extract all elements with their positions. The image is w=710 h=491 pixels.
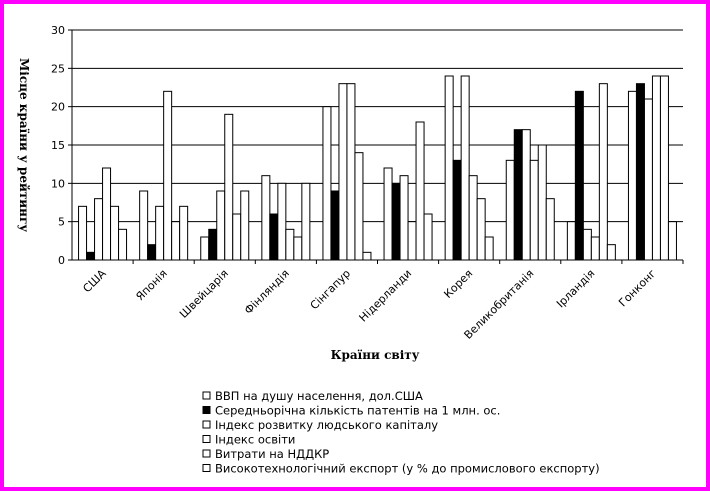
bar bbox=[322, 106, 332, 261]
x-tick-label: Гонконг bbox=[616, 267, 659, 310]
bar bbox=[513, 129, 523, 261]
bar bbox=[627, 90, 637, 261]
bar bbox=[423, 213, 433, 261]
bar bbox=[659, 75, 669, 261]
bar bbox=[232, 213, 242, 261]
bar bbox=[476, 198, 486, 261]
bar bbox=[301, 182, 311, 261]
bar bbox=[261, 175, 271, 261]
legend-swatch bbox=[202, 464, 211, 472]
bar bbox=[635, 83, 645, 261]
bar bbox=[216, 190, 226, 261]
bar bbox=[407, 221, 417, 261]
legend-label: ВВП на душу населення, дол.США bbox=[215, 389, 423, 403]
bar bbox=[667, 221, 677, 261]
y-axis-title: Місце країни у рейтингу bbox=[17, 58, 31, 232]
legend: ВВП на душу населення, дол.СШАСередньорі… bbox=[202, 389, 600, 476]
x-tick-label: Фінляндія bbox=[242, 267, 292, 317]
bar bbox=[118, 228, 128, 261]
bar bbox=[582, 228, 592, 261]
legend-swatch bbox=[202, 449, 211, 458]
bar bbox=[452, 159, 462, 261]
bar bbox=[415, 121, 425, 261]
bar bbox=[338, 83, 348, 261]
bar bbox=[147, 244, 157, 261]
bar bbox=[606, 244, 616, 261]
bar bbox=[590, 236, 600, 261]
x-tick-label: Корея bbox=[441, 267, 475, 301]
x-tick-label: США bbox=[80, 267, 109, 296]
bar bbox=[574, 90, 584, 261]
bar bbox=[269, 213, 279, 261]
bar bbox=[643, 98, 653, 261]
bar bbox=[354, 152, 364, 261]
y-tick-label: 20 bbox=[51, 101, 65, 114]
y-tick-label: 10 bbox=[51, 177, 65, 190]
y-tick-label: 25 bbox=[51, 62, 65, 75]
bar bbox=[444, 75, 454, 261]
bar bbox=[521, 129, 531, 261]
x-tick-label: Швейцарія bbox=[177, 267, 231, 321]
x-tick-label: Японія bbox=[133, 267, 169, 303]
bar bbox=[346, 83, 356, 261]
x-tick-label: Нідерланди bbox=[357, 267, 415, 325]
legend-swatch bbox=[202, 406, 211, 414]
bar bbox=[86, 251, 96, 261]
bar bbox=[460, 75, 470, 261]
y-tick-label: 0 bbox=[58, 254, 65, 267]
bar bbox=[383, 167, 393, 261]
bar bbox=[505, 159, 515, 261]
legend-label: Індекс освіти bbox=[215, 433, 295, 447]
x-tick-label: Ірландія bbox=[554, 267, 597, 310]
bar bbox=[179, 205, 189, 261]
bar bbox=[78, 205, 88, 261]
bar bbox=[391, 182, 401, 261]
legend-swatch bbox=[202, 435, 211, 443]
bar bbox=[362, 251, 372, 261]
bar bbox=[293, 236, 303, 261]
bar bbox=[155, 205, 165, 261]
y-tick-label: 30 bbox=[51, 24, 65, 37]
bar bbox=[566, 221, 576, 261]
legend-label: Високотехнологічний експорт (у % до пром… bbox=[215, 462, 600, 476]
bar bbox=[208, 228, 218, 261]
legend-label: Індекс розвитку людського капіталу bbox=[215, 418, 438, 432]
bar bbox=[598, 83, 608, 261]
x-tick-label: Сінгапур bbox=[308, 267, 353, 312]
bar bbox=[200, 236, 210, 261]
x-axis-title: Країни світу bbox=[331, 348, 420, 362]
legend-label: Середньорічна кількість патентів на 1 мл… bbox=[215, 404, 500, 418]
bar bbox=[240, 190, 250, 261]
bar bbox=[651, 75, 661, 261]
bar bbox=[545, 198, 555, 261]
bar bbox=[171, 221, 181, 261]
bar bbox=[330, 190, 340, 261]
bar bbox=[277, 182, 287, 261]
bar bbox=[139, 190, 149, 261]
bar bbox=[94, 198, 104, 261]
bar bbox=[484, 236, 494, 261]
legend-swatch bbox=[202, 391, 211, 400]
bar bbox=[537, 144, 547, 261]
bar bbox=[285, 228, 295, 261]
bar bbox=[399, 175, 409, 261]
y-tick-label: 5 bbox=[58, 216, 65, 229]
legend-swatch bbox=[202, 420, 211, 429]
bar bbox=[163, 90, 173, 261]
bar bbox=[224, 113, 234, 261]
legend-label: Витрати на НДДКР bbox=[215, 447, 329, 461]
bar bbox=[529, 159, 539, 261]
y-tick-label: 15 bbox=[51, 139, 65, 152]
bar bbox=[110, 205, 120, 261]
bar bbox=[102, 167, 112, 261]
bar bbox=[468, 175, 478, 261]
